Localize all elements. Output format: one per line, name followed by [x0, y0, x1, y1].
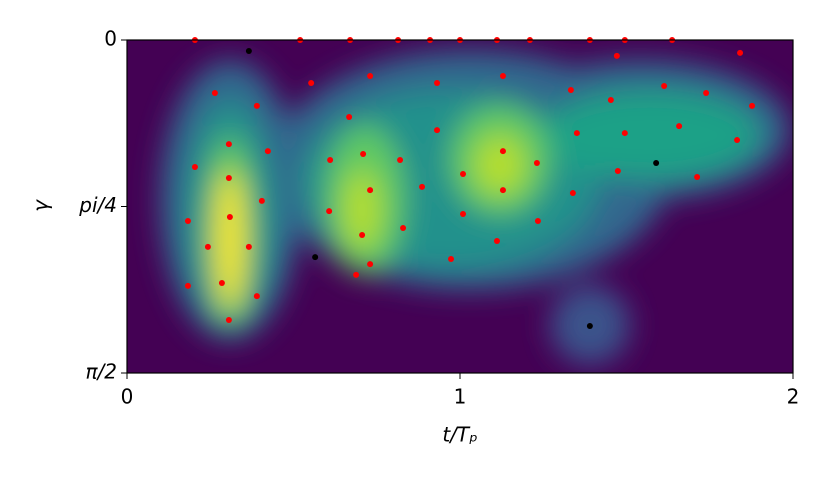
scatter-point	[397, 156, 404, 163]
scatter-point	[264, 148, 271, 155]
scatter-point	[184, 218, 191, 225]
scatter-point	[225, 175, 232, 182]
scatter-point	[245, 48, 252, 55]
scatter-point	[614, 168, 621, 175]
scatter-point	[226, 214, 233, 221]
scatter-point	[459, 170, 466, 177]
scatter-point	[448, 255, 455, 262]
scatter-point	[676, 123, 683, 130]
scatter-point	[459, 211, 466, 218]
scatter-point	[569, 190, 576, 197]
scatter-point	[586, 322, 593, 329]
scatter-point	[327, 156, 334, 163]
scatter-point	[346, 113, 353, 120]
scatter-point	[419, 183, 426, 190]
scatter-point	[734, 137, 741, 144]
scatter-point	[326, 208, 333, 215]
scatter-point	[661, 83, 668, 90]
scatter-point	[211, 89, 218, 96]
scatter-point	[400, 225, 407, 232]
scatter-point	[434, 80, 441, 87]
scatter-point	[737, 49, 744, 56]
scatter-point	[191, 163, 198, 170]
scatter-point	[184, 282, 191, 289]
x-tick-label: 1	[454, 385, 467, 409]
scatter-point	[258, 197, 265, 204]
marks	[184, 37, 756, 329]
scatter-point	[694, 173, 701, 180]
scatter-point	[225, 141, 232, 148]
scatter-point	[218, 279, 225, 286]
scatter-point	[367, 261, 374, 268]
scatter-point	[607, 96, 614, 103]
scatter-point	[499, 73, 506, 80]
scatter-point	[703, 89, 710, 96]
x-axis-label: t/Tₚ	[442, 423, 477, 447]
scatter-point	[499, 148, 506, 155]
scatter-point	[308, 80, 315, 87]
y-tick-label: pi/4	[78, 193, 117, 217]
scatter-point	[353, 271, 360, 278]
scatter-point	[613, 52, 620, 59]
scatter-point	[434, 127, 441, 134]
scatter-point	[534, 218, 541, 225]
scatter-point	[367, 187, 374, 194]
scatter-point	[749, 102, 756, 109]
scatter-point	[653, 159, 660, 166]
y-tick-label: 0	[104, 27, 117, 51]
x-tick-label: 0	[121, 385, 134, 409]
scatter-point	[312, 254, 319, 261]
y-axis-label: γ	[29, 199, 53, 212]
scatter-point	[567, 87, 574, 94]
scatter-point	[573, 130, 580, 137]
scatter-point	[204, 243, 211, 250]
scatter-point	[367, 73, 374, 80]
scatter-point	[533, 159, 540, 166]
scatter-point	[360, 151, 367, 158]
scatter-point	[225, 317, 232, 324]
scatter-point	[245, 243, 252, 250]
scatter-point	[253, 102, 260, 109]
x-tick-label: 2	[787, 385, 800, 409]
density-field	[127, 40, 793, 373]
scatter-point	[253, 293, 260, 300]
scatter-point	[493, 237, 500, 244]
y-tick-label: π/2	[85, 360, 117, 384]
scatter-point	[621, 130, 628, 137]
scatter-point	[499, 187, 506, 194]
scatter-point	[359, 232, 366, 239]
